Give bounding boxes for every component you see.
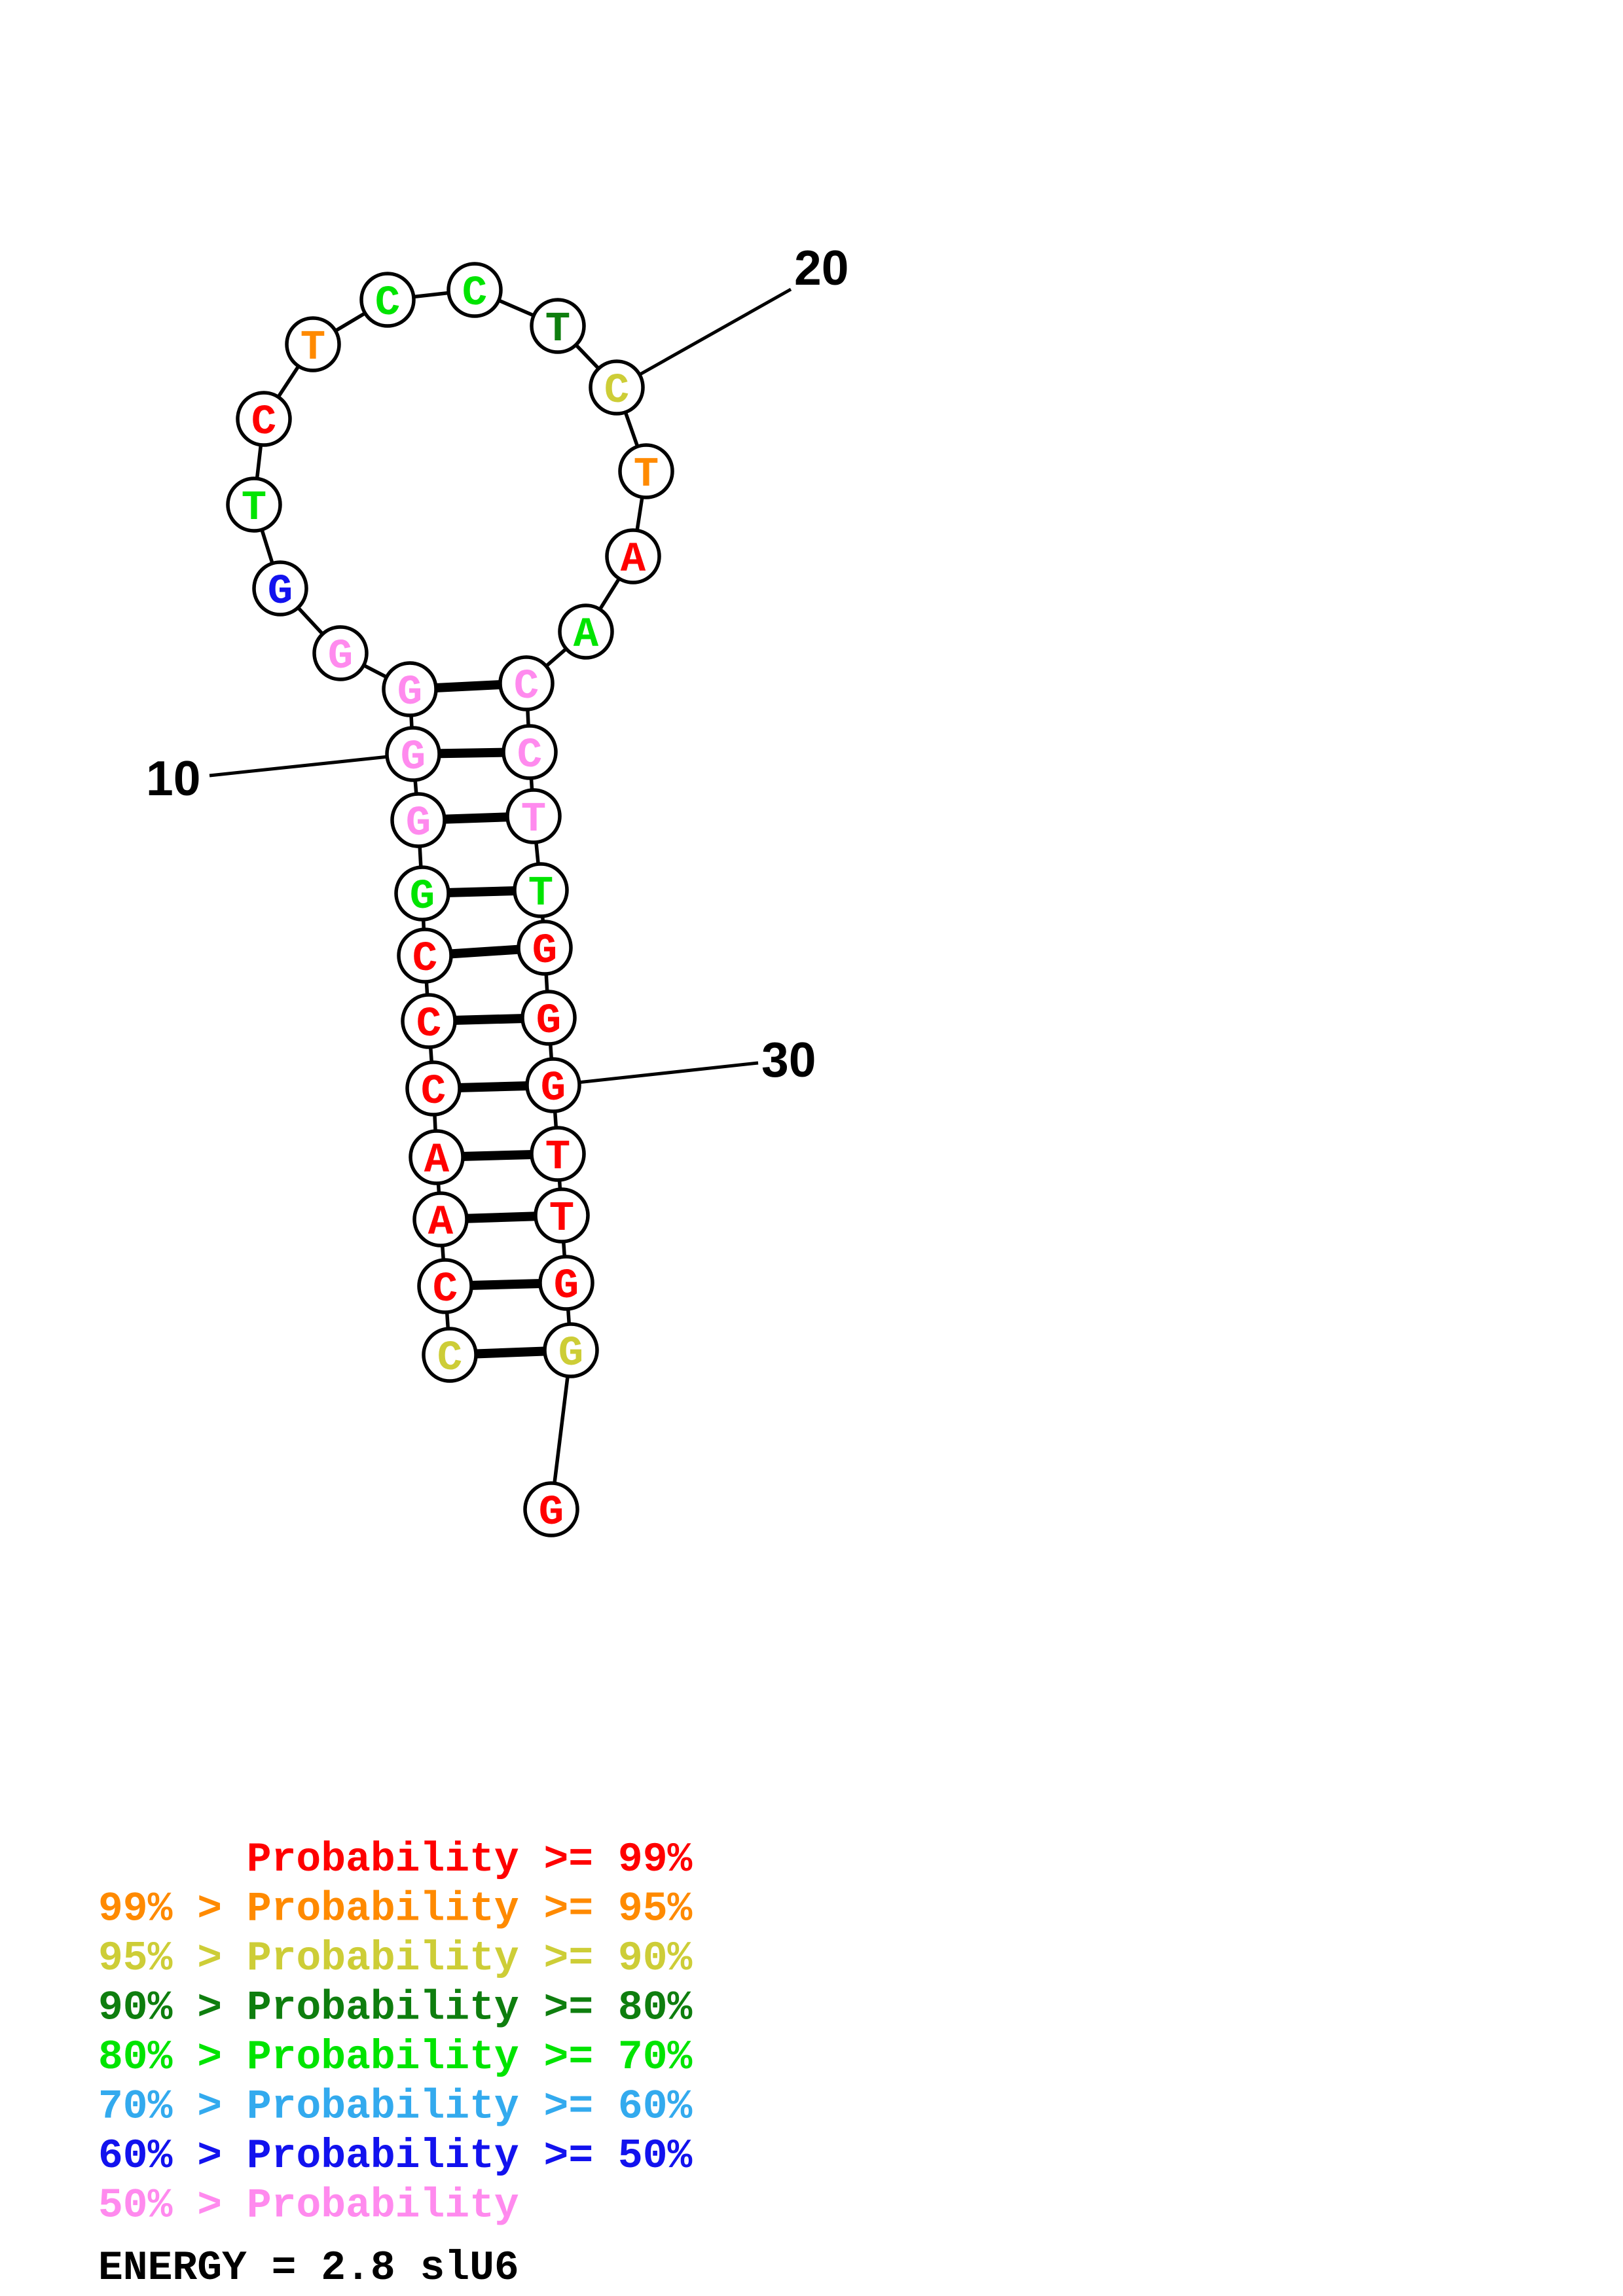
position-label-30: 30 bbox=[761, 1032, 816, 1087]
position-label-line-20 bbox=[615, 287, 792, 389]
nucleotide-base-10: G bbox=[401, 734, 426, 781]
nucleotide-circle-30 bbox=[525, 1057, 581, 1113]
legend-row-3: 95% > Probability >= 90% bbox=[98, 1935, 693, 1982]
nucleotide-base-8: G bbox=[410, 874, 435, 921]
nucleotide-base-13: G bbox=[268, 569, 293, 616]
nucleotide-circle-11 bbox=[382, 661, 438, 717]
nucleotide-base-7: C bbox=[412, 936, 437, 983]
nucleotide-circle-31 bbox=[530, 1126, 586, 1182]
nucleotide-base-5: C bbox=[421, 1069, 446, 1116]
nucleotide-circle-8 bbox=[394, 865, 450, 922]
position-label-10: 10 bbox=[146, 751, 200, 806]
nucleotide-circle-23 bbox=[558, 603, 614, 660]
nucleotide-base-34: G bbox=[558, 1331, 583, 1378]
legend-row-6: 70% > Probability >= 60% bbox=[98, 2084, 693, 2130]
nucleotide-base-17: C bbox=[375, 280, 400, 327]
nucleotide-circle-9 bbox=[390, 792, 447, 848]
nucleotide-circle-3 bbox=[412, 1191, 469, 1247]
nucleotide-circle-25 bbox=[501, 724, 558, 780]
nucleotide-circle-12 bbox=[312, 625, 369, 681]
nucleotide-base-16: T bbox=[301, 325, 325, 372]
nucleotide-circle-29 bbox=[520, 990, 577, 1046]
nucleotide-circle-27 bbox=[513, 862, 569, 918]
nucleotide-base-19: T bbox=[545, 306, 570, 353]
nucleotide-circle-18 bbox=[447, 262, 503, 318]
nucleotide-base-1: C bbox=[437, 1335, 462, 1382]
legend-row-4: 90% > Probability >= 80% bbox=[98, 1985, 693, 2032]
nucleotide-circle-14 bbox=[226, 476, 282, 533]
nucleotide-circle-1 bbox=[422, 1327, 478, 1383]
nucleotide-base-32: T bbox=[549, 1196, 574, 1243]
nucleotide-circle-20 bbox=[589, 359, 645, 416]
nucleotide-base-29: G bbox=[536, 998, 561, 1045]
nucleotide-circle-17 bbox=[359, 272, 416, 328]
nucleotide-circle-16 bbox=[285, 316, 341, 372]
nucleotide-base-20: C bbox=[604, 368, 629, 415]
nucleotide-circle-13 bbox=[252, 560, 308, 617]
legend-row-7: 60% > Probability >= 50% bbox=[98, 2133, 693, 2179]
position-label-20: 20 bbox=[794, 240, 848, 295]
nucleotide-circle-5 bbox=[405, 1060, 462, 1117]
nucleotide-circle-15 bbox=[236, 391, 292, 447]
position-label-line-10 bbox=[209, 752, 414, 778]
energy-text: ENERGY = 2.8 slU6 bbox=[98, 2245, 519, 2291]
nucleotide-base-28: G bbox=[532, 928, 557, 975]
nucleotide-circle-6 bbox=[401, 993, 457, 1049]
nucleotide-base-25: C bbox=[517, 732, 542, 780]
legend-row-2: 99% > Probability >= 95% bbox=[98, 1886, 693, 1933]
nucleotide-circle-24 bbox=[498, 655, 555, 711]
nucleotide-circle-26 bbox=[505, 788, 562, 844]
nucleotide-base-14: T bbox=[242, 485, 266, 532]
nucleotide-base-27: T bbox=[528, 870, 553, 918]
nucleotide-circle-22 bbox=[605, 528, 661, 584]
nucleotide-base-30: G bbox=[541, 1066, 566, 1113]
nucleotide-circle-21 bbox=[618, 443, 674, 499]
nucleotide-base-21: T bbox=[634, 452, 659, 499]
nucleotide-circle-19 bbox=[530, 298, 586, 354]
nucleotide-base-9: G bbox=[406, 800, 431, 848]
legend-row-8: 50% > Probability bbox=[98, 2183, 519, 2229]
legend-row-1: Probability >= 99% bbox=[247, 1837, 693, 1883]
nucleotide-circle-32 bbox=[534, 1187, 590, 1244]
nucleotide-circle-28 bbox=[517, 920, 573, 976]
nucleotide-base-24: C bbox=[514, 664, 539, 711]
nucleotide-base-4: A bbox=[424, 1138, 450, 1185]
nucleotide-base-23: A bbox=[574, 612, 599, 659]
nucleotide-base-3: A bbox=[428, 1200, 454, 1247]
nucleotide-circle-4 bbox=[409, 1129, 465, 1185]
nucleotide-circle-7 bbox=[397, 927, 453, 984]
nucleotide-base-2: C bbox=[433, 1266, 458, 1314]
nucleotide-circle-34 bbox=[543, 1322, 599, 1378]
nucleotide-base-26: T bbox=[521, 797, 546, 844]
nucleotide-base-12: G bbox=[328, 634, 353, 681]
nucleotide-base-18: C bbox=[462, 270, 487, 317]
nucleotide-circle-2 bbox=[417, 1258, 473, 1314]
nucleotide-base-31: T bbox=[545, 1134, 570, 1181]
legend-row-5: 80% > Probability >= 70% bbox=[98, 2034, 693, 2081]
nucleotide-circle-10 bbox=[385, 726, 441, 782]
nucleotide-base-11: G bbox=[397, 670, 422, 717]
nucleotide-circle-35 bbox=[523, 1481, 579, 1537]
nucleotide-base-22: A bbox=[621, 537, 646, 584]
nucleotide-base-33: G bbox=[554, 1263, 579, 1310]
nucleotide-circle-33 bbox=[538, 1255, 594, 1311]
position-label-line-30 bbox=[553, 1061, 759, 1087]
nucleotide-base-35: G bbox=[539, 1490, 564, 1537]
nucleotide-base-15: C bbox=[251, 399, 276, 446]
nucleotide-base-6: C bbox=[416, 1001, 441, 1049]
